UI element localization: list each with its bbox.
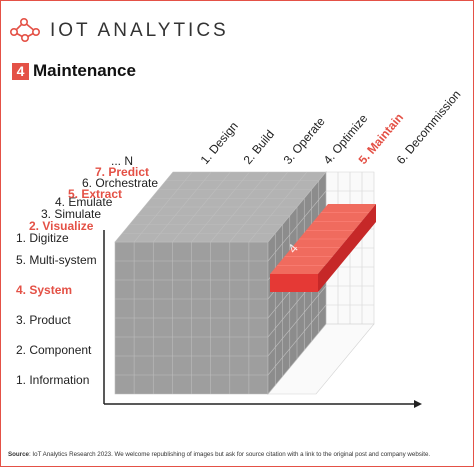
depth-axis-label: 2. Visualize (29, 219, 94, 233)
highlight-block-side (318, 204, 376, 292)
section-badge: 4 (12, 63, 29, 80)
depth-axis-label: 7. Predict (95, 165, 149, 179)
depth-axis-label: 5. Extract (68, 187, 122, 201)
depth-axis-label: ... N (111, 154, 133, 168)
depth-axis-label: 1. Digitize (16, 231, 69, 245)
depth-axis-label: 3. Simulate (41, 207, 101, 221)
y-axis-label: 3. Product (16, 313, 71, 327)
y-axis-label: 5. Multi-system (16, 253, 97, 267)
x-axis-label: 2. Build (241, 127, 277, 167)
x-axis-label: 6. Decommission (394, 87, 464, 166)
depth-axis-label: 4. Emulate (55, 195, 113, 209)
x-axis-label: 1. Design (198, 119, 241, 167)
cube (114, 171, 327, 395)
footer-source: Source: IoT Analytics Research 2023. We … (8, 451, 430, 458)
page-title: Maintenance (33, 61, 136, 80)
y-axis-label: 4. System (16, 283, 72, 297)
x-axis-arrow (414, 400, 422, 408)
brand-name: IOT ANALYTICS (50, 20, 229, 41)
highlight-block (270, 204, 376, 292)
highlight-block-front (270, 274, 318, 292)
footer-text: : IoT Analytics Research 2023. We welcom… (28, 451, 431, 458)
network-nodes-icon (9, 18, 40, 42)
depth-axis-label: 6. Orchestrate (82, 176, 158, 190)
footer-source-label: Source (8, 451, 29, 458)
y-axis-label: 1. Information (16, 373, 89, 387)
y-axis-label: 2. Component (16, 343, 92, 357)
